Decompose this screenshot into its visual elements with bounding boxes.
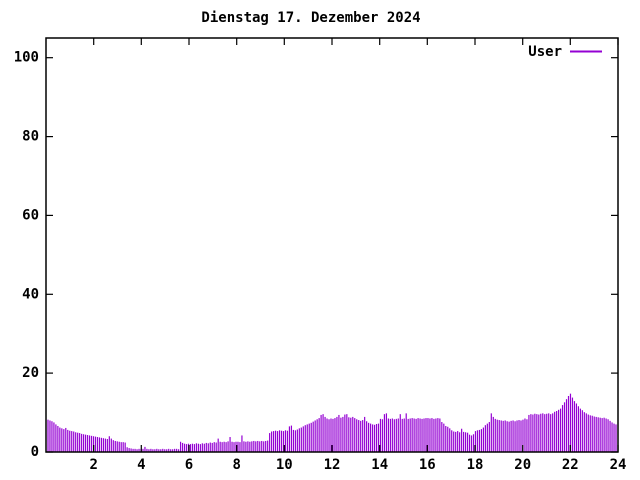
y-tick-label: 80 bbox=[22, 129, 39, 145]
x-tick-label: 10 bbox=[276, 457, 293, 473]
y-axis: 0 20 40 60 80 100 bbox=[14, 50, 618, 460]
x-tick-label: 14 bbox=[371, 457, 388, 473]
y-tick-label: 40 bbox=[22, 286, 39, 302]
x-tick-label: 18 bbox=[467, 457, 484, 473]
legend-label: User bbox=[528, 44, 562, 60]
x-tick-label: 6 bbox=[185, 457, 193, 473]
y-tick-label: 60 bbox=[22, 207, 39, 223]
x-tick-label: 4 bbox=[137, 457, 145, 473]
chart-title: Dienstag 17. Dezember 2024 bbox=[201, 10, 421, 26]
y-tick-label: 20 bbox=[22, 365, 39, 381]
x-tick-label: 20 bbox=[514, 457, 531, 473]
x-tick-label: 2 bbox=[89, 457, 97, 473]
y-tick-label: 100 bbox=[14, 50, 39, 66]
x-axis: 2 4 6 8 10 12 14 16 18 20 22 24 bbox=[89, 38, 626, 473]
y-tick-label: 0 bbox=[31, 444, 39, 460]
x-tick-label: 16 bbox=[419, 457, 436, 473]
plot-border bbox=[45, 37, 619, 453]
x-tick-label: 24 bbox=[610, 457, 627, 473]
x-tick-label: 12 bbox=[324, 457, 341, 473]
legend: User bbox=[528, 44, 602, 60]
x-tick-label: 8 bbox=[232, 457, 240, 473]
x-tick-label: 22 bbox=[562, 457, 579, 473]
user-bars bbox=[47, 393, 617, 452]
